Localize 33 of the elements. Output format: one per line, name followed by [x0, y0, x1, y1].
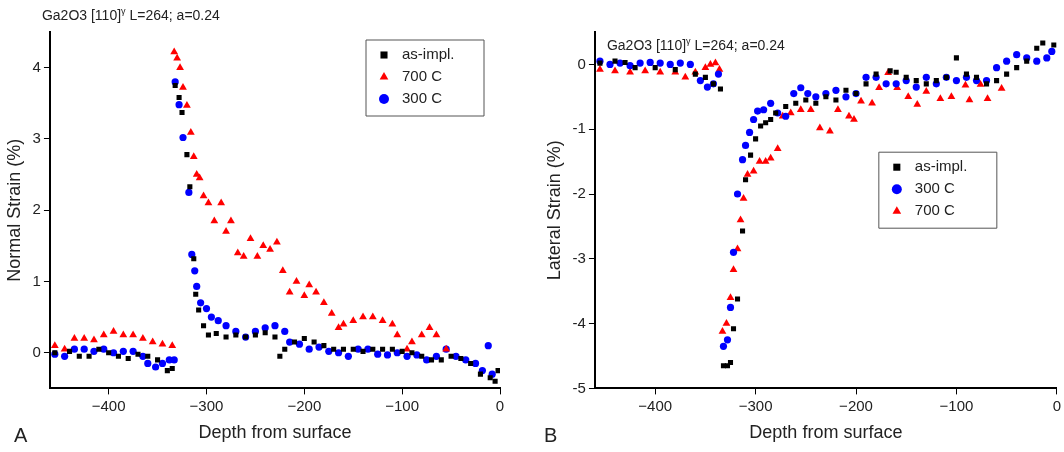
legend-label: 300 C	[914, 179, 956, 197]
y-tick-label: 2	[32, 200, 41, 218]
x-axis-title: Depth from surface	[749, 422, 903, 443]
x-tick-label: −200	[287, 396, 322, 414]
x-tick-label: 0	[1052, 396, 1061, 414]
legend-label: 300 C	[402, 89, 443, 107]
y-axis-title: Lateral Strain (%)	[543, 140, 564, 281]
text: A	[14, 424, 28, 446]
x-tick-label: −300	[189, 396, 224, 414]
y-tick-label: -3	[572, 248, 586, 266]
legend-label: as-impl.	[914, 157, 968, 175]
y-tick-label: 3	[32, 129, 41, 147]
y-tick-label: -5	[572, 378, 586, 396]
x-tick-label: −100	[385, 396, 420, 414]
legend-label: 700 C	[402, 67, 443, 85]
y-tick-label: -4	[572, 313, 586, 331]
y-tick-label: -2	[572, 184, 586, 202]
legend-label: 700 C	[914, 201, 956, 219]
x-tick-label: −300	[738, 396, 773, 414]
x-tick-label: −100	[939, 396, 974, 414]
x-tick-label: −400	[91, 396, 126, 414]
x-axis-title: Depth from surface	[198, 422, 352, 443]
y-tick-label: 0	[577, 54, 586, 72]
y-tick-label: 4	[32, 57, 41, 75]
text: B	[544, 424, 558, 446]
legend-label: as-impl.	[402, 45, 455, 63]
x-tick-label: 0	[495, 396, 505, 414]
x-tick-label: −400	[638, 396, 673, 414]
y-axis-title: Normal Strain (%)	[3, 138, 24, 282]
y-tick-label: 0	[32, 342, 41, 360]
y-tick-label: 1	[32, 271, 41, 289]
x-tick-label: −200	[839, 396, 873, 414]
y-tick-label: -1	[572, 119, 586, 137]
